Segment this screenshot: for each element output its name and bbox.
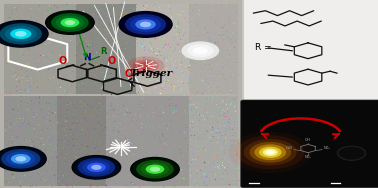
FancyBboxPatch shape — [76, 4, 136, 94]
Circle shape — [150, 167, 160, 172]
Circle shape — [266, 150, 275, 155]
Circle shape — [15, 156, 26, 161]
FancyBboxPatch shape — [244, 0, 378, 100]
Circle shape — [0, 146, 47, 172]
Circle shape — [263, 149, 278, 156]
Circle shape — [5, 26, 37, 42]
Circle shape — [229, 132, 312, 173]
Text: R: R — [101, 47, 107, 56]
Text: NO₂: NO₂ — [305, 155, 311, 159]
Text: O: O — [125, 69, 133, 79]
Circle shape — [244, 139, 297, 165]
Circle shape — [87, 163, 106, 172]
FancyBboxPatch shape — [241, 100, 378, 188]
Circle shape — [46, 11, 93, 34]
Circle shape — [136, 160, 174, 179]
Circle shape — [82, 160, 110, 174]
Text: R =: R = — [255, 43, 272, 52]
Circle shape — [56, 16, 84, 30]
Text: O₂N: O₂N — [286, 146, 293, 150]
Circle shape — [73, 156, 120, 179]
Circle shape — [120, 12, 171, 37]
Circle shape — [51, 13, 89, 32]
Circle shape — [130, 17, 161, 32]
Circle shape — [181, 41, 219, 60]
FancyBboxPatch shape — [136, 4, 189, 94]
Circle shape — [135, 19, 156, 30]
FancyBboxPatch shape — [189, 4, 238, 94]
Circle shape — [15, 31, 26, 37]
Circle shape — [338, 147, 365, 160]
Circle shape — [1, 149, 40, 169]
Circle shape — [249, 142, 291, 163]
Circle shape — [71, 155, 121, 180]
Circle shape — [0, 23, 42, 44]
Circle shape — [0, 147, 45, 171]
Text: O: O — [108, 56, 116, 66]
Text: Trigger: Trigger — [130, 69, 173, 78]
Circle shape — [118, 11, 173, 38]
Circle shape — [130, 157, 180, 182]
Circle shape — [91, 165, 102, 170]
Text: OH: OH — [305, 138, 311, 142]
FancyBboxPatch shape — [189, 96, 238, 186]
Circle shape — [259, 147, 282, 158]
Circle shape — [127, 56, 164, 75]
Text: Tuner: Tuner — [56, 17, 92, 28]
Text: NO₂: NO₂ — [323, 146, 330, 150]
Circle shape — [11, 154, 31, 164]
Circle shape — [236, 135, 304, 169]
Circle shape — [132, 59, 159, 72]
Circle shape — [140, 22, 151, 27]
Circle shape — [10, 29, 31, 39]
Text: N: N — [84, 53, 91, 62]
Circle shape — [187, 44, 214, 57]
Circle shape — [65, 20, 75, 25]
Text: O: O — [58, 56, 67, 66]
FancyBboxPatch shape — [4, 96, 57, 186]
Circle shape — [60, 18, 79, 27]
FancyBboxPatch shape — [0, 0, 242, 188]
Circle shape — [0, 21, 47, 47]
Circle shape — [138, 62, 153, 70]
Circle shape — [6, 152, 36, 166]
Circle shape — [146, 164, 164, 174]
Circle shape — [254, 144, 286, 160]
Circle shape — [77, 158, 115, 177]
Circle shape — [0, 20, 49, 48]
Circle shape — [125, 14, 166, 35]
Circle shape — [45, 10, 95, 35]
Circle shape — [141, 162, 169, 176]
FancyBboxPatch shape — [4, 4, 76, 94]
Circle shape — [193, 47, 208, 55]
FancyBboxPatch shape — [57, 96, 106, 186]
Circle shape — [132, 158, 178, 181]
FancyBboxPatch shape — [106, 96, 189, 186]
